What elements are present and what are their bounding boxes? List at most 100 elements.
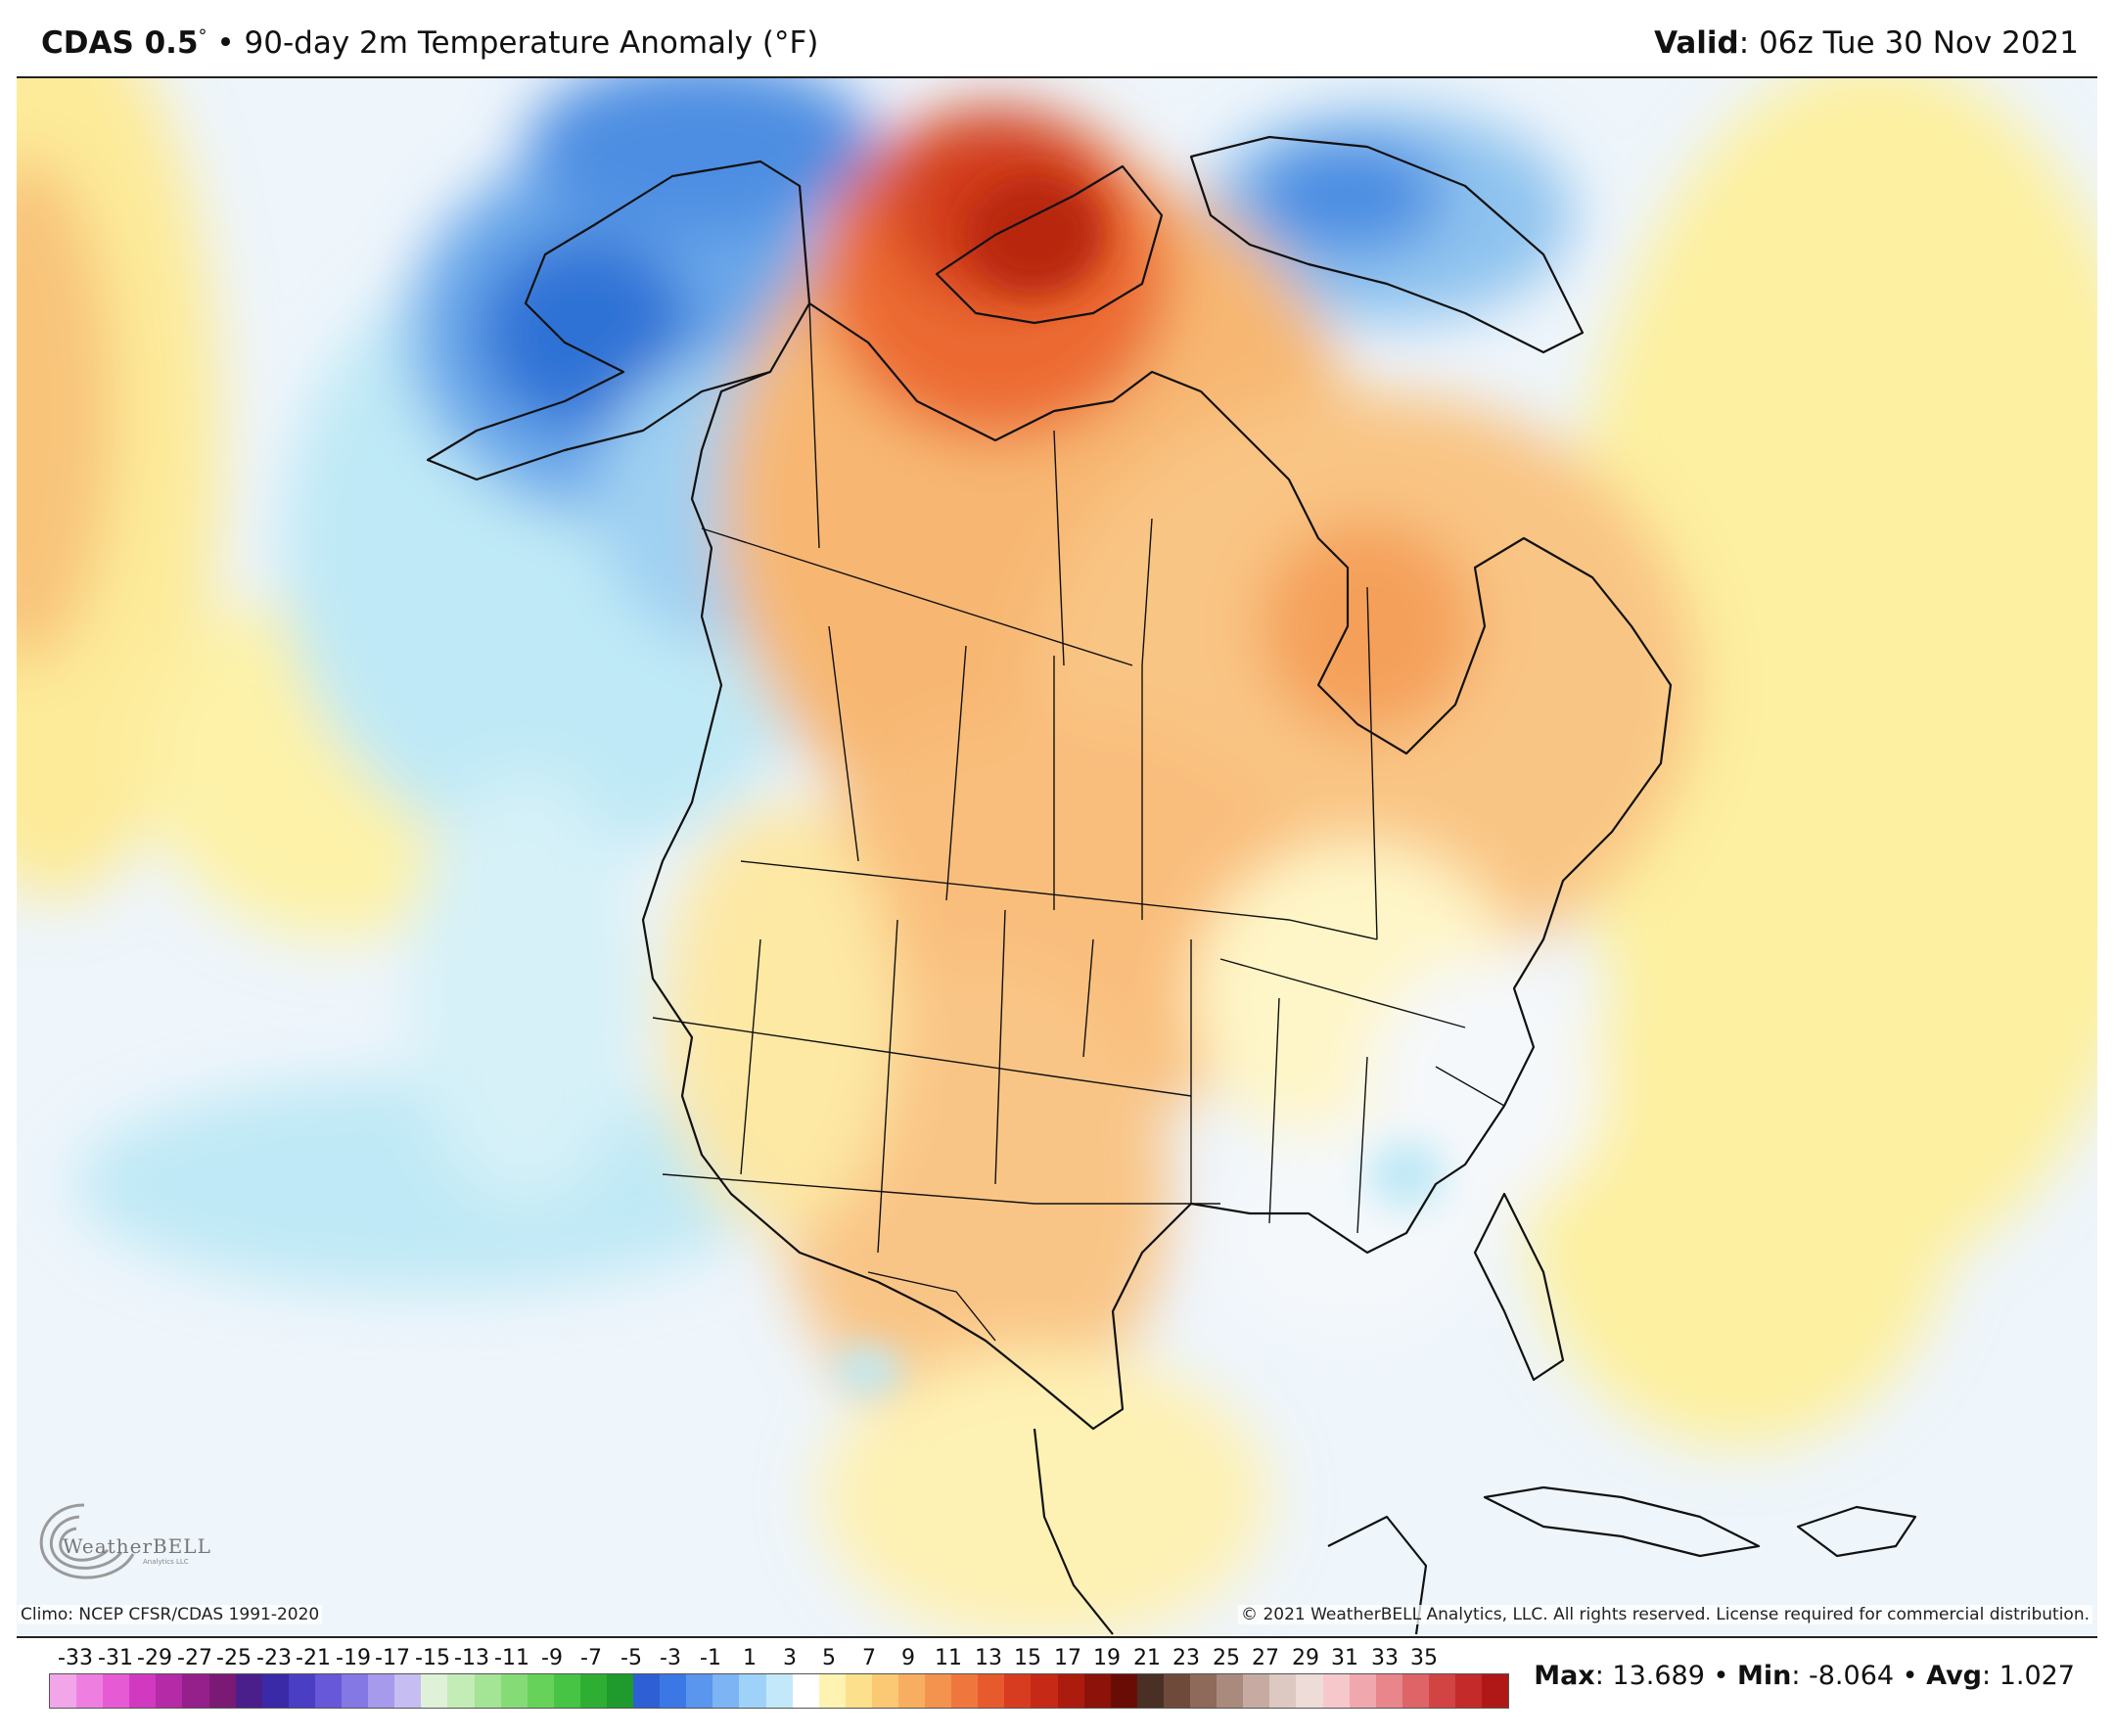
legend-swatch [978, 1674, 1005, 1708]
legend-swatch [76, 1674, 104, 1708]
legend-swatch [1402, 1674, 1429, 1708]
avg-label: Avg [1926, 1661, 1983, 1691]
legend-tick-label: 1 [743, 1646, 757, 1670]
legend-tick-label: 23 [1172, 1646, 1200, 1670]
logo-subtitle: Analytics LLC [143, 1558, 189, 1566]
logo-swirl-icon [39, 1503, 135, 1579]
stats-separator: • [1894, 1661, 1927, 1691]
legend-swatch [368, 1674, 395, 1708]
legend-tick-label: -15 [415, 1646, 450, 1670]
copyright-notice: © 2021 WeatherBELL Analytics, LLC. All r… [1238, 1605, 2092, 1624]
weatherbell-logo: WeatherBELL Analytics LLC [25, 1495, 211, 1593]
legend-tick-label: 19 [1093, 1646, 1121, 1670]
legend-tick-label: -3 [660, 1646, 681, 1670]
legend-tick-label: 17 [1054, 1646, 1081, 1670]
max-value: : 13.689 [1594, 1661, 1705, 1691]
legend-swatch [1136, 1674, 1164, 1708]
legend-swatch [208, 1674, 236, 1708]
degree-sign: ° [198, 25, 207, 47]
climo-note: Climo: NCEP CFSR/CDAS 1991-2020 [18, 1605, 323, 1624]
legend-tick-label: 11 [935, 1646, 962, 1670]
legend-tick-label: 15 [1014, 1646, 1041, 1670]
legend-tick-label: 31 [1331, 1646, 1358, 1670]
legend-tick-label: -1 [700, 1646, 721, 1670]
legend-swatch [686, 1674, 713, 1708]
avg-value: : 1.027 [1982, 1661, 2075, 1691]
legend-swatch [235, 1674, 262, 1708]
title-bullet: • [216, 25, 235, 61]
legend-swatch [156, 1674, 183, 1708]
legend-swatch [527, 1674, 554, 1708]
legend-swatch [1031, 1674, 1058, 1708]
legend-swatch [553, 1674, 580, 1708]
legend-swatch [1296, 1674, 1323, 1708]
header: CDAS 0.5° • 90-day 2m Temperature Anomal… [0, 0, 2114, 76]
valid-label: Valid [1654, 25, 1739, 61]
legend-tick-label: -11 [494, 1646, 529, 1670]
stats-separator: • [1704, 1661, 1737, 1691]
legend-swatch [1454, 1674, 1483, 1708]
legend-swatch [845, 1674, 872, 1708]
legend-tick-label: 13 [975, 1646, 1002, 1670]
legend-tick-label: 9 [901, 1646, 915, 1670]
legend-swatch [1163, 1674, 1191, 1708]
legend-swatch [314, 1674, 343, 1708]
field-stats: Max: 13.689 • Min: -8.064 • Avg: 1.027 [1534, 1661, 2075, 1691]
legend-tick-label: -7 [580, 1646, 602, 1670]
legend-tick-label: -31 [98, 1646, 133, 1670]
valid-time: Valid: 06z Tue 30 Nov 2021 [1654, 25, 2079, 61]
legend-swatch [765, 1674, 793, 1708]
map-title: CDAS 0.5° • 90-day 2m Temperature Anomal… [41, 25, 818, 61]
coastlines [426, 135, 1917, 1635]
legend-tick-label: -19 [336, 1646, 371, 1670]
legend-swatch [103, 1674, 130, 1708]
legend-swatch [50, 1674, 77, 1708]
legend-swatch [342, 1674, 369, 1708]
legend-tick-label: -21 [296, 1646, 331, 1670]
min-value: : -8.064 [1791, 1661, 1895, 1691]
legend-tick-labels: -33 -31 -29 -27 -25 -23 -21 -19 -17 -15 -13 -11 -9 -7… [39, 1644, 1517, 1673]
anomaly-field [17, 78, 2097, 1636]
model-name: CDAS 0.5 [41, 25, 199, 61]
legend-swatch [129, 1674, 157, 1708]
legend-swatch [1428, 1674, 1455, 1708]
legend-swatch [474, 1674, 501, 1708]
color-legend: -33 -31 -29 -27 -25 -23 -21 -19 -17 -15 -13 -11 -9 -7… [39, 1644, 1517, 1713]
legend-swatch [712, 1674, 740, 1708]
legend-tick-label: -17 [375, 1646, 410, 1670]
legend-swatch [1217, 1674, 1244, 1708]
legend-swatch [261, 1674, 289, 1708]
legend-tick-label: -33 [58, 1646, 93, 1670]
legend-tick-label: -9 [541, 1646, 563, 1670]
legend-tick-label: 3 [783, 1646, 797, 1670]
legend-swatch [394, 1674, 422, 1708]
legend-tick-label: -29 [137, 1646, 172, 1670]
political-borders [652, 302, 1505, 1342]
legend-tick-label: 35 [1410, 1646, 1438, 1670]
legend-swatch [792, 1674, 819, 1708]
map-canvas [17, 78, 2097, 1636]
legend-swatch [1482, 1674, 1509, 1708]
legend-swatch [1083, 1674, 1111, 1708]
anomaly-map[interactable] [17, 76, 2097, 1638]
legend-swatch [633, 1674, 661, 1708]
logo-wordmark: WeatherBELL [63, 1534, 211, 1558]
legend-swatch [925, 1674, 952, 1708]
legend-swatch [1243, 1674, 1270, 1708]
legend-swatch [818, 1674, 846, 1708]
valid-value: : 06z Tue 30 Nov 2021 [1738, 25, 2079, 61]
legend-swatch [579, 1674, 607, 1708]
legend-swatch [447, 1674, 475, 1708]
legend-tick-label: 21 [1133, 1646, 1161, 1670]
min-label: Min [1736, 1661, 1792, 1691]
legend-swatch [606, 1674, 634, 1708]
legend-tick-label: -23 [256, 1646, 292, 1670]
legend-swatch [1110, 1674, 1137, 1708]
legend-swatch [1057, 1674, 1084, 1708]
legend-swatch [739, 1674, 766, 1708]
legend-swatch [288, 1674, 315, 1708]
legend-tick-label: 27 [1252, 1646, 1279, 1670]
legend-colorbar [49, 1673, 1509, 1709]
legend-tick-label: -5 [620, 1646, 642, 1670]
legend-tick-label: 5 [822, 1646, 836, 1670]
